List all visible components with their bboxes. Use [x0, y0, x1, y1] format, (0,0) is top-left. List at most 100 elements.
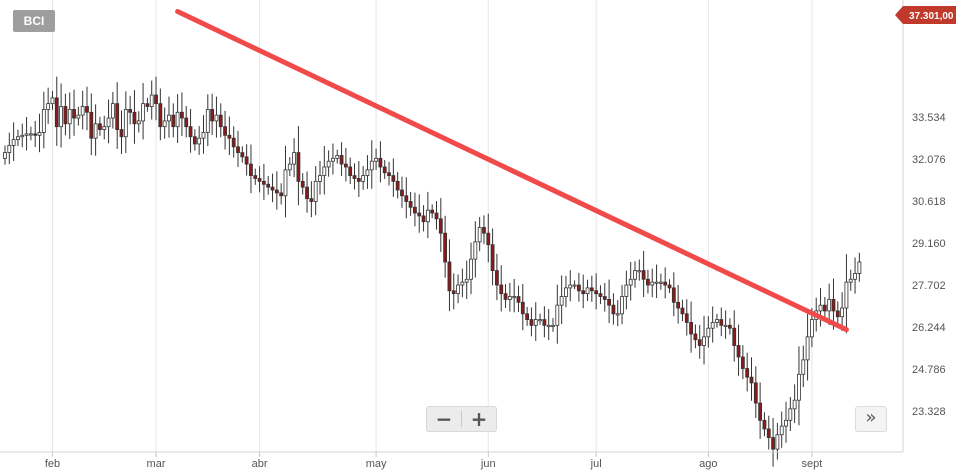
- candle-body-down: [400, 189, 404, 197]
- candle-body-up: [123, 109, 128, 138]
- candle-body-up: [287, 163, 292, 171]
- candle: [564, 275, 568, 308]
- candle: [119, 110, 124, 154]
- candle-body-up: [167, 114, 171, 122]
- candle: [240, 146, 245, 163]
- candle: [231, 126, 236, 158]
- candle: [585, 279, 590, 302]
- candle-body-down: [641, 270, 646, 280]
- candle-body-up: [313, 180, 318, 202]
- candle: [797, 346, 801, 426]
- candle: [16, 129, 20, 146]
- candle-body-up: [162, 120, 167, 128]
- candle: [706, 316, 711, 348]
- candle: [779, 411, 784, 448]
- candle-body-up: [214, 114, 219, 122]
- candle-body-down: [305, 186, 309, 200]
- candle-body-up: [857, 261, 862, 274]
- candle: [473, 221, 478, 278]
- candle: [413, 192, 417, 227]
- candle-body-down: [249, 163, 253, 177]
- candle: [180, 92, 184, 136]
- candle: [197, 126, 202, 155]
- candle-body-down: [607, 299, 611, 306]
- candle: [67, 92, 72, 139]
- candle: [512, 278, 517, 313]
- candle: [533, 302, 538, 341]
- expand-chart-button[interactable]: »: [855, 406, 887, 432]
- minus-icon: −: [435, 407, 453, 431]
- candle-body-down: [184, 117, 189, 128]
- candle: [758, 382, 763, 439]
- candle-body-up: [628, 278, 633, 286]
- candle: [382, 160, 387, 179]
- chevron-double-right-icon: »: [865, 407, 877, 428]
- price-axis: 33.534 32.076 30.618 29.160 27.702 26.244 24.7…: [912, 112, 946, 418]
- candle-body-down: [274, 189, 279, 194]
- zoom-out-button[interactable]: −: [427, 407, 461, 431]
- candle: [749, 357, 754, 401]
- candle-body-down: [89, 111, 94, 139]
- candle-body-down: [482, 227, 486, 234]
- candle: [162, 107, 167, 139]
- candle: [719, 307, 724, 337]
- candle-body-down: [343, 163, 348, 168]
- candle: [391, 158, 396, 197]
- candle: [24, 117, 29, 151]
- candle-body-up: [464, 278, 469, 283]
- candle: [568, 270, 573, 302]
- candle: [624, 270, 629, 310]
- candle: [154, 76, 158, 121]
- candle: [482, 215, 486, 245]
- candle: [650, 268, 655, 298]
- candle: [689, 301, 693, 353]
- candle-body-up: [7, 144, 12, 153]
- candle: [443, 215, 448, 278]
- candle: [840, 292, 845, 331]
- candle-body-down: [520, 301, 525, 315]
- candle: [520, 284, 525, 331]
- candle: [818, 287, 823, 327]
- y-tick-label: 33.534: [912, 112, 946, 124]
- y-tick-label: 32.076: [912, 154, 946, 166]
- candle: [201, 115, 206, 154]
- candle-body-up: [425, 209, 430, 223]
- candle: [486, 213, 491, 263]
- candle-body-up: [538, 319, 542, 322]
- candle-body-up: [469, 258, 473, 280]
- candle: [274, 171, 279, 210]
- candle: [697, 325, 702, 359]
- candle-body-down: [753, 382, 758, 404]
- candle-body-up: [715, 319, 719, 323]
- candle: [620, 285, 624, 325]
- candle: [374, 148, 378, 170]
- candle-body-down: [671, 287, 676, 303]
- candle: [408, 192, 413, 216]
- candle: [236, 130, 240, 167]
- candle-body-up: [197, 137, 202, 145]
- candle: [356, 161, 361, 198]
- candle: [37, 113, 42, 153]
- candle: [460, 268, 465, 298]
- candle-body-down: [589, 287, 594, 292]
- y-tick-label: 30.618: [912, 196, 946, 208]
- candle: [266, 175, 271, 195]
- candle: [369, 140, 374, 189]
- zoom-in-button[interactable]: +: [462, 407, 496, 431]
- candle: [106, 99, 111, 144]
- last-price-badge-bg: [895, 6, 956, 24]
- candle-body-down: [352, 175, 357, 179]
- candle-body-up: [546, 324, 551, 327]
- candle-body-down: [831, 299, 836, 312]
- candle: [693, 324, 698, 349]
- candle-body-up: [477, 227, 482, 243]
- candle-body-up: [141, 103, 145, 122]
- candle-body-up: [149, 94, 154, 107]
- candle-body-up: [201, 132, 206, 139]
- candle-body-down: [417, 212, 422, 217]
- zoom-separator: [461, 411, 462, 427]
- candle-body-down: [115, 103, 120, 130]
- candle: [853, 257, 857, 294]
- candle-body-up: [93, 123, 98, 139]
- candle-body-down: [33, 133, 38, 136]
